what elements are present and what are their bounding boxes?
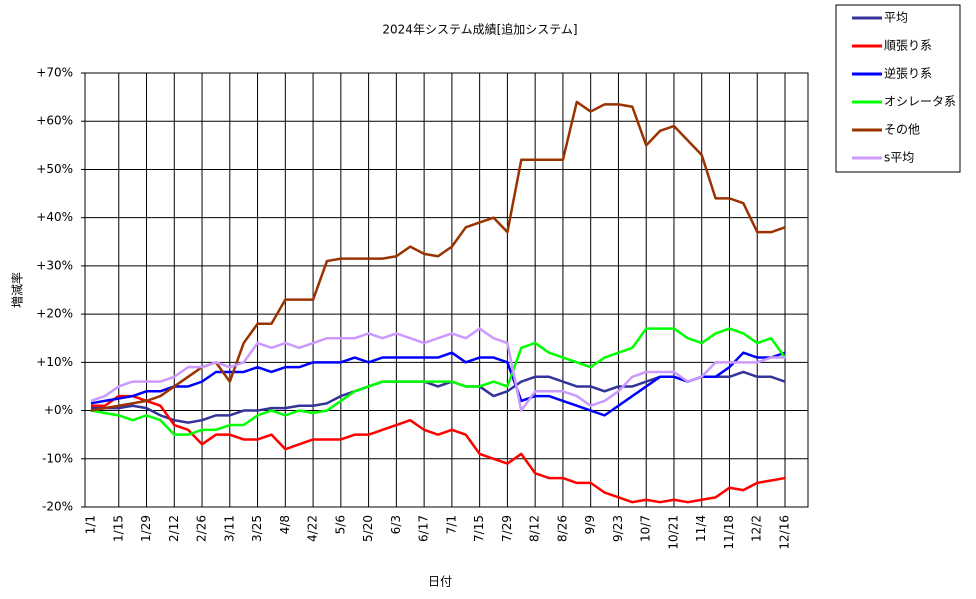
x-tick-label: 9/23	[611, 515, 625, 542]
x-tick-label: 6/17	[417, 515, 431, 542]
y-tick-label: +30%	[36, 258, 73, 272]
y-tick-label: +40%	[36, 210, 73, 224]
x-tick-label: 10/21	[666, 515, 680, 550]
legend-label: オシレータ系	[884, 95, 956, 109]
series-line	[91, 394, 786, 504]
chart-title: 2024年システム成績[追加システム]	[382, 22, 577, 37]
x-tick-label: 5/20	[361, 515, 375, 542]
y-tick-label: -10%	[42, 451, 73, 465]
x-tick-label: 1/1	[84, 515, 98, 534]
y-axis-label: 増減率	[10, 272, 25, 308]
legend	[835, 4, 961, 173]
x-tick-label: 8/26	[555, 515, 569, 542]
x-tick-label: 2/26	[195, 515, 209, 542]
series-line	[90, 327, 787, 436]
y-tick-label: +20%	[36, 307, 73, 321]
y-tick-label: +60%	[36, 114, 73, 128]
x-tick-label: 4/8	[278, 515, 292, 534]
x-tick-label: 6/3	[389, 515, 403, 534]
x-tick-label: 10/7	[639, 515, 653, 542]
x-tick-label: 11/4	[694, 515, 708, 542]
series-line	[90, 327, 785, 412]
y-tick-label: -20%	[42, 500, 73, 514]
x-tick-label: 9/9	[583, 515, 597, 534]
legend-label: 順張り系	[884, 39, 932, 53]
x-tick-label: 3/11	[222, 515, 236, 542]
legend-label: 逆張り系	[884, 66, 932, 81]
y-tick-label: +70%	[36, 66, 73, 80]
y-tick-label: +0%	[44, 403, 73, 417]
x-axis-label: 日付	[428, 575, 452, 589]
x-tick-label: 3/25	[250, 515, 264, 542]
legend-label: s平均	[884, 151, 914, 165]
x-tick-label: 7/15	[472, 515, 486, 542]
y-tick-label: +10%	[36, 355, 73, 369]
x-tick-label: 7/29	[500, 515, 514, 542]
x-tick-label: 1/15	[111, 515, 125, 542]
x-tick-label: 12/2	[750, 515, 764, 542]
x-tick-label: 12/16	[778, 515, 792, 550]
x-tick-label: 4/22	[306, 515, 320, 542]
x-tick-label: 1/29	[139, 515, 153, 542]
x-tick-label: 2/12	[167, 515, 181, 542]
x-tick-label: 11/18	[722, 515, 736, 550]
series-line	[90, 351, 786, 417]
x-tick-label: 7/1	[444, 515, 458, 534]
x-tick-label: 5/6	[333, 515, 347, 534]
plot-area	[84, 72, 809, 508]
legend-label: その他	[884, 123, 920, 137]
y-tick-label: +50%	[36, 162, 73, 176]
x-tick-label: 8/12	[528, 515, 542, 542]
legend-label: 平均	[884, 11, 908, 25]
